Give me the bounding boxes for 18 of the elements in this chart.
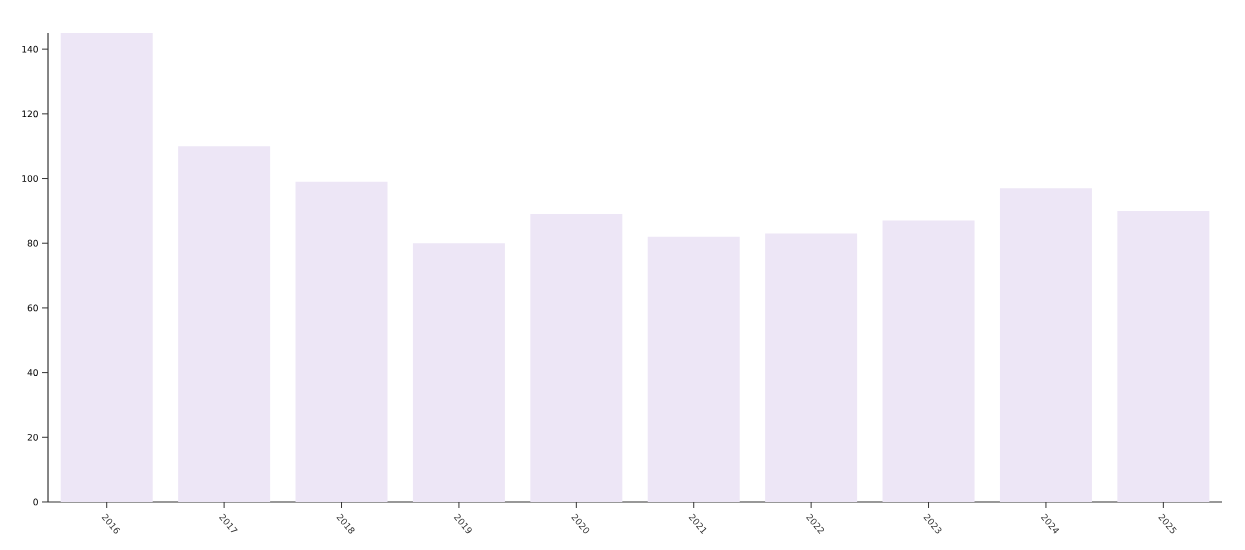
bar — [1117, 210, 1210, 502]
bar — [60, 32, 153, 502]
bar — [295, 181, 388, 502]
y-tick-label: 40 — [27, 369, 38, 376]
y-tick-label: 80 — [27, 239, 38, 247]
y-tick-label: 120 — [22, 110, 38, 118]
bar — [647, 236, 740, 502]
bar — [882, 220, 975, 502]
y-tick-label: 100 — [22, 175, 38, 182]
bar — [765, 233, 858, 502]
bar — [999, 188, 1092, 502]
bar — [412, 243, 505, 502]
y-tick-label: 0 — [33, 498, 38, 506]
y-tick-label: 60 — [27, 304, 38, 312]
y-tick-label: 140 — [22, 45, 38, 53]
bar — [530, 214, 623, 502]
y-tick-label: 20 — [27, 433, 38, 441]
bar — [178, 146, 271, 502]
